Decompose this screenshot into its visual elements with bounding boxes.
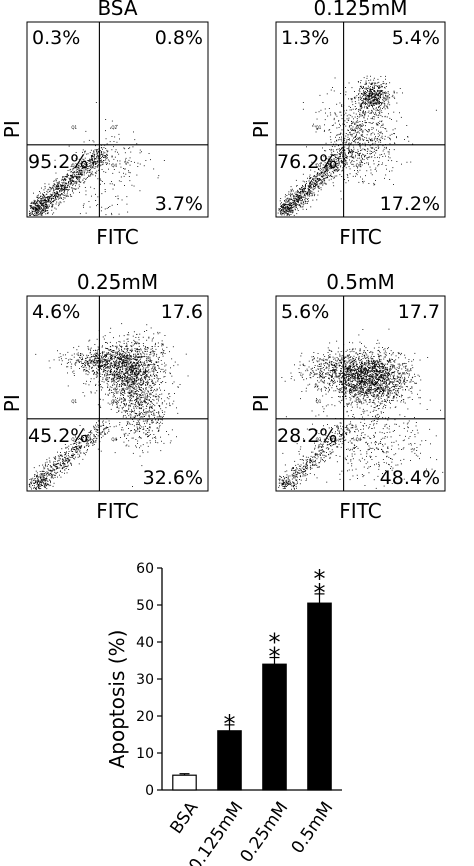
gate-label: Q3 <box>316 163 322 168</box>
category-label: BSA <box>166 798 202 838</box>
y-tick-label: 10 <box>136 746 154 762</box>
bar-4 <box>307 602 332 791</box>
gate-label: Q4 <box>111 163 117 168</box>
quadrant-lower-right: 3.7% <box>155 193 203 215</box>
gate-label: Q3 <box>71 163 77 168</box>
significance-marker: * <box>314 565 326 593</box>
plot-frame <box>26 21 209 218</box>
significance-marker: * <box>269 643 281 671</box>
scatter-events <box>29 102 165 216</box>
quadrant-upper-right: 5.4% <box>392 27 440 49</box>
y-tick-label: 40 <box>136 635 154 651</box>
gate-label: Q1 <box>71 399 77 404</box>
scatter-events <box>277 75 437 216</box>
plot-frame <box>275 21 446 218</box>
plot-title: BSA <box>97 0 137 20</box>
quadrant-upper-left: 1.3% <box>281 27 329 49</box>
gate-label: Q4 <box>356 163 362 168</box>
quadrant-lower-left: 45.2% <box>28 425 88 447</box>
y-axis-label: PI <box>0 120 24 138</box>
gate-label: Q2 <box>111 125 117 130</box>
quadrant-upper-left: 4.6% <box>32 301 80 323</box>
gate-label: Q1 <box>316 399 322 404</box>
significance-marker: * <box>314 579 326 607</box>
x-axis-label: FITC <box>339 499 381 523</box>
significance-marker: * <box>269 629 281 657</box>
gate-label: Q1 <box>71 125 77 130</box>
plot-frame <box>275 295 446 492</box>
x-axis-label: FITC <box>96 499 138 523</box>
quadrant-lower-left: 76.2% <box>277 151 337 173</box>
flow-plot-4: Q1 Q2 Q3 Q4 0.5mM 5.6% 17.7 28.2% 48.4% FITC PI <box>249 270 446 523</box>
y-tick-label: 0 <box>145 783 154 799</box>
gate-label: Q3 <box>316 437 322 442</box>
quadrant-lower-right: 32.6% <box>143 467 203 489</box>
category-label: 0.5mM <box>288 798 338 857</box>
plot-title: 0.5mM <box>326 270 395 294</box>
significance-marker: * <box>224 710 236 738</box>
gate-label: Q3 <box>71 437 77 442</box>
flow-cytometry-plots: Q1 Q2 Q3 Q4 BSA 0.3% 0.8% 95.2% 3.7% FITC PI Q1 Q2 Q3… <box>0 0 446 523</box>
gate-label: Q4 <box>111 437 117 442</box>
plot-title: 0.125mM <box>314 0 408 20</box>
gate-label: Q2 <box>356 125 362 130</box>
flow-plot-1: Q1 Q2 Q3 Q4 BSA 0.3% 0.8% 95.2% 3.7% FITC PI <box>0 0 209 249</box>
quadrant-lower-right: 17.2% <box>380 193 440 215</box>
y-tick-label: 30 <box>136 672 154 688</box>
y-axis-label: PI <box>249 120 273 138</box>
quadrant-lower-left: 95.2% <box>28 151 88 173</box>
y-tick-label: 20 <box>136 709 154 725</box>
gate-label: Q2 <box>111 399 117 404</box>
quadrant-upper-left: 0.3% <box>32 27 80 49</box>
quadrant-lower-right: 48.4% <box>380 467 440 489</box>
flow-plot-2: Q1 Q2 Q3 Q4 0.125mM 1.3% 5.4% 76.2% 17.2% FITC PI <box>249 0 446 249</box>
bar-3 <box>262 663 287 791</box>
x-axis-label: FITC <box>96 225 138 249</box>
flow-plot-3: Q1 Q2 Q3 Q4 0.25mM 4.6% 17.6 45.2% 32.6%FITC PI <box>0 270 209 523</box>
x-axis-label: FITC <box>339 225 381 249</box>
bar-y-axis-label: Apoptosis (%) <box>105 630 129 769</box>
gate-label: Q2 <box>356 399 362 404</box>
plot-frame <box>26 295 209 492</box>
scatter-events <box>28 323 189 490</box>
bar-2 <box>217 730 242 791</box>
quadrant-upper-right: 17.6 <box>161 301 203 323</box>
y-axis-label: PI <box>0 394 24 412</box>
quadrant-upper-right: 0.8% <box>155 27 203 49</box>
quadrant-upper-left: 5.6% <box>281 301 329 323</box>
y-tick-label: 50 <box>136 598 154 614</box>
quadrant-upper-right: 17.7 <box>398 301 440 323</box>
gate-label: Q4 <box>356 437 362 442</box>
scatter-events <box>278 328 444 490</box>
y-axis-label: PI <box>249 394 273 412</box>
gate-label: Q1 <box>316 125 322 130</box>
quadrant-lower-left: 28.2% <box>277 425 337 447</box>
plot-title: 0.25mM <box>77 270 158 294</box>
y-tick-label: 60 <box>136 561 154 577</box>
bar-1 <box>172 774 197 791</box>
